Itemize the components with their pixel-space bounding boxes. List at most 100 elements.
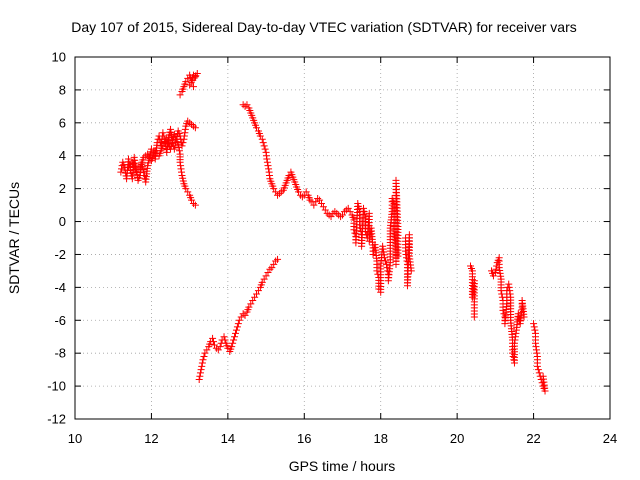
data-point-rising [274,255,282,263]
data-point-cluster-22 [533,362,541,370]
y-tick-label: 10 [52,50,66,65]
data-point-rising [266,265,274,273]
data-point-descending [319,203,327,211]
data-point-cluster-a [159,129,167,137]
data-point-scatter-17-18 [360,204,368,212]
data-point-cluster-22 [534,366,542,374]
data-point-descending [339,211,346,219]
data-point-descending [321,206,329,214]
data-point-scatter-17-18 [381,257,389,265]
data-point-rising [198,362,206,370]
data-point-rising [270,260,278,268]
y-tick-label: 8 [59,82,66,97]
data-point-rising [199,356,207,364]
y-tick-label: -2 [54,247,66,262]
data-point-rising [198,359,206,367]
y-tick-label: -8 [54,346,66,361]
x-tick-labels: 10 12 14 16 18 20 22 24 [68,431,617,446]
data-point-cluster-22 [535,369,543,377]
data-point-rising [210,341,218,349]
data-point-rising [264,269,272,277]
data-point-cluster-a [178,142,186,150]
data-point-descending [316,196,324,204]
y-tick-labels: -12 -10 -8 -6 -4 -2 0 2 4 6 8 10 [47,50,66,427]
data-point-descending [261,145,269,153]
data-point-cluster-21 [514,310,522,318]
data-point-cluster-22 [530,323,538,331]
data-point-cluster-21 [520,313,528,321]
data-point-rising [268,264,276,272]
data-point-rising [214,346,222,354]
data-point-cluster-22 [530,320,538,328]
y-axis-label: SDTVAR / TECUs [6,182,22,294]
data-point-descending [312,198,320,206]
plot-frame [74,56,611,420]
data-point-descending [260,142,268,150]
data-point-cluster-a [191,124,199,132]
y-tick-label: -12 [47,412,66,427]
data-point-rising [212,344,220,352]
data-point-scatter-17-18 [382,260,390,268]
data-point-cluster-a [179,139,187,147]
data-point-cluster-a-loop [167,145,175,153]
data-point-rising [229,339,237,347]
x-tick-label: 16 [297,431,311,446]
data-point-descending [310,201,318,209]
data-point-cluster-a-loop [175,144,183,151]
data-point-descending [275,190,283,198]
data-point-descending [325,211,333,219]
data-point-rising [201,349,209,357]
data-point-rising [235,316,243,324]
data-point-scatter-17-18 [394,252,402,260]
x-tick-label: 18 [373,431,387,446]
data-point-scatter-17-18 [381,254,389,262]
data-point-rising [216,343,224,351]
data-point-rising [221,336,229,344]
data-point-rising [239,310,247,318]
data-point-cluster-a-loop [175,147,183,155]
data-point-rising [228,343,236,351]
data-point-cluster-18-7 [407,267,415,275]
data-points [117,69,549,395]
data-point-rising [209,334,217,342]
data-point-cluster-a-loop [167,142,175,150]
y-tick-label: -6 [54,313,66,328]
data-point-cluster-21 [509,352,517,360]
axis-ticks [74,56,611,420]
data-point-cluster-a [117,168,125,176]
y-tick-label: 2 [59,181,66,196]
data-point-scatter-17-18 [369,250,377,258]
data-point-scatter-17-18 [361,211,369,219]
data-point-rising [231,333,239,341]
data-point-descending [314,195,322,203]
data-point-peak [189,83,197,91]
data-point-rising [272,257,280,265]
data-point-cluster-20-5 [470,313,478,321]
y-tick-label: 6 [59,115,66,130]
data-point-rising [196,369,204,377]
data-point-descending [342,206,350,214]
data-point-descending [344,204,352,212]
data-point-rising [220,333,228,341]
x-tick-label: 12 [144,431,158,446]
data-point-rising [251,293,259,301]
data-point-rising [253,290,261,298]
data-point-descending [263,155,271,163]
data-point-rising [262,272,270,280]
data-point-descending [263,158,271,166]
data-point-scatter-17-18 [360,208,368,216]
data-point-cluster-a-loop [191,201,199,209]
data-point-descending [298,193,306,201]
data-point-descending [337,213,345,221]
data-point-cluster-a [160,132,168,140]
data-point-rising [197,366,205,374]
data-point-rising [232,329,239,337]
y-tick-label: -10 [47,379,66,394]
data-point-descending [317,199,325,207]
data-point-cluster-a-loop [168,139,176,147]
data-point-rising [232,326,240,334]
data-point-peak [186,81,194,89]
x-tick-label: 10 [68,431,82,446]
data-point-descending [333,209,341,217]
